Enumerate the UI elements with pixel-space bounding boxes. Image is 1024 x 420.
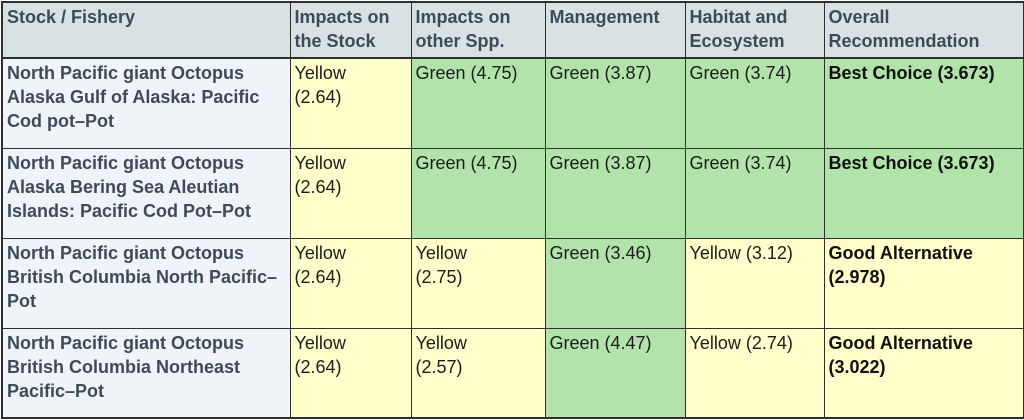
impacts-stock-score-cell: Yellow (2.64) <box>289 57 412 149</box>
overall-recommendation-cell: Good Alternative (2.978) <box>823 237 1024 329</box>
overall-recommendation-cell: Good Alternative (3.022) <box>823 327 1024 419</box>
stock-fishery-cell: North Pacific giant Octopus British Colu… <box>1 237 291 329</box>
column-header-stock-fishery: Stock / Fishery <box>1 1 291 59</box>
impacts-stock-score-cell: Yellow (2.64) <box>289 327 412 419</box>
stock-fishery-cell: North Pacific giant Octopus Alaska Berin… <box>1 147 291 239</box>
column-header-impacts-other-spp: Impacts on other Spp. <box>410 1 546 59</box>
stock-fishery-cell: North Pacific giant Octopus British Colu… <box>1 327 291 419</box>
table-row: North Pacific giant Octopus Alaska Berin… <box>1 147 1024 239</box>
management-score-cell: Green (3.87) <box>544 147 686 239</box>
overall-recommendation-cell: Best Choice (3.673) <box>823 147 1024 239</box>
habitat-ecosystem-score-cell: Green (3.74) <box>684 57 825 149</box>
column-header-habitat-ecosystem: Habitat and Ecosystem <box>684 1 825 59</box>
management-score-cell: Green (3.46) <box>544 237 686 329</box>
management-score-cell: Green (4.47) <box>544 327 686 419</box>
column-header-impacts-stock: Impacts on the Stock <box>289 1 412 59</box>
stock-fishery-cell: North Pacific giant Octopus Alaska Gulf … <box>1 57 291 149</box>
habitat-ecosystem-score-cell: Yellow (3.12) <box>684 237 825 329</box>
impacts-stock-score-cell: Yellow (2.64) <box>289 147 412 239</box>
column-header-overall-recommendation: Overall Recommendation <box>823 1 1024 59</box>
overall-recommendation-cell: Best Choice (3.673) <box>823 57 1024 149</box>
management-score-cell: Green (3.87) <box>544 57 686 149</box>
impacts-other-spp-score-cell: Yellow (2.75) <box>410 237 546 329</box>
impacts-other-spp-score-cell: Green (4.75) <box>410 57 546 149</box>
column-header-management: Management <box>544 1 686 59</box>
impacts-stock-score-cell: Yellow (2.64) <box>289 237 412 329</box>
table-row: North Pacific giant Octopus British Colu… <box>1 327 1024 419</box>
header-row: Stock / Fishery Impacts on the Stock Imp… <box>1 1 1024 59</box>
table-row: North Pacific giant Octopus British Colu… <box>1 237 1024 329</box>
table-row: North Pacific giant Octopus Alaska Gulf … <box>1 57 1024 149</box>
impacts-other-spp-score-cell: Green (4.75) <box>410 147 546 239</box>
habitat-ecosystem-score-cell: Yellow (2.74) <box>684 327 825 419</box>
impacts-other-spp-score-cell: Yellow (2.57) <box>410 327 546 419</box>
habitat-ecosystem-score-cell: Green (3.74) <box>684 147 825 239</box>
